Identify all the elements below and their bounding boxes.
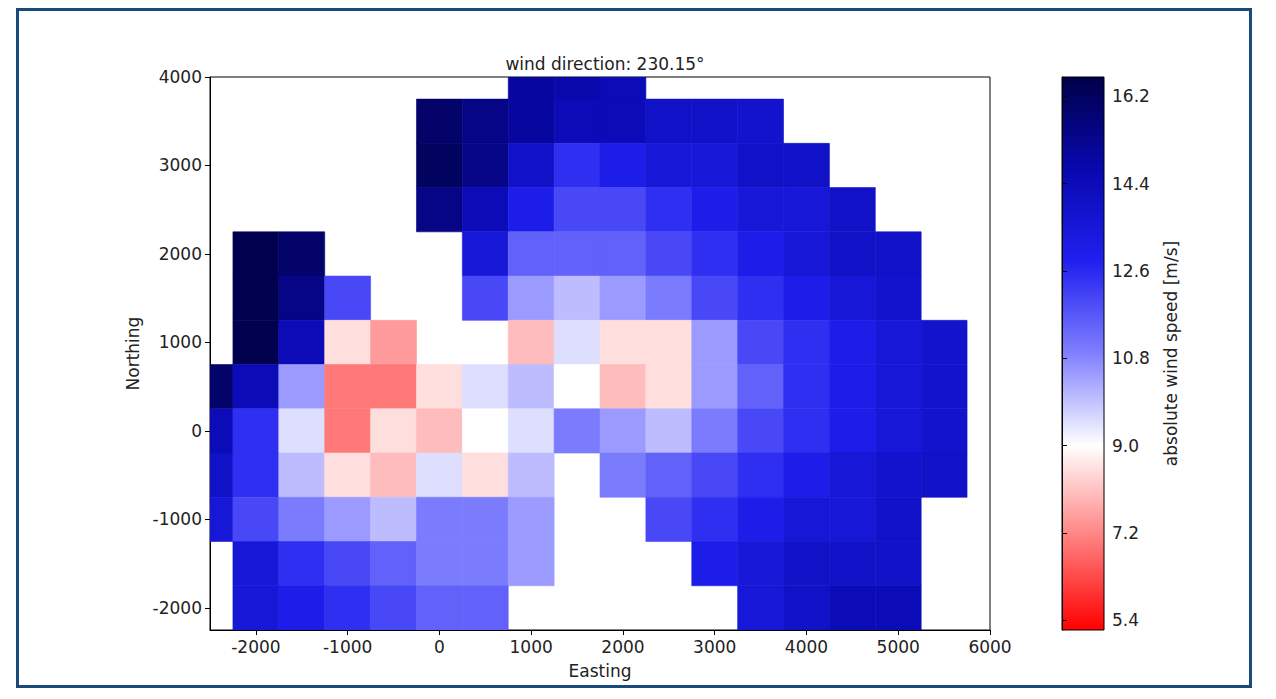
svg-text:1000: 1000 bbox=[510, 637, 553, 657]
svg-text:10.8: 10.8 bbox=[1112, 348, 1150, 368]
svg-text:3000: 3000 bbox=[159, 155, 202, 175]
svg-text:7.2: 7.2 bbox=[1112, 523, 1139, 543]
svg-text:wind direction: 230.15°: wind direction: 230.15° bbox=[505, 54, 704, 74]
svg-text:5000: 5000 bbox=[877, 637, 920, 657]
svg-text:4000: 4000 bbox=[785, 637, 828, 657]
svg-text:6000: 6000 bbox=[968, 637, 1011, 657]
svg-text:14.4: 14.4 bbox=[1112, 174, 1150, 194]
svg-text:4000: 4000 bbox=[159, 67, 202, 87]
svg-text:9.0: 9.0 bbox=[1112, 436, 1139, 456]
svg-text:12.6: 12.6 bbox=[1112, 261, 1150, 281]
svg-text:3000: 3000 bbox=[693, 637, 736, 657]
svg-text:-1000: -1000 bbox=[153, 509, 202, 529]
svg-text:2000: 2000 bbox=[601, 637, 644, 657]
svg-text:0: 0 bbox=[434, 637, 445, 657]
svg-text:-2000: -2000 bbox=[231, 637, 280, 657]
svg-text:5.4: 5.4 bbox=[1112, 610, 1139, 630]
svg-text:2000: 2000 bbox=[159, 244, 202, 264]
svg-text:-2000: -2000 bbox=[153, 598, 202, 618]
svg-text:0: 0 bbox=[191, 421, 202, 441]
svg-text:16.2: 16.2 bbox=[1112, 86, 1150, 106]
svg-text:-1000: -1000 bbox=[323, 637, 372, 657]
svg-text:absolute wind speed [m/s]: absolute wind speed [m/s] bbox=[1161, 241, 1181, 466]
svg-text:1000: 1000 bbox=[159, 332, 202, 352]
svg-text:Northing: Northing bbox=[123, 317, 143, 391]
svg-text:Easting: Easting bbox=[569, 661, 632, 681]
